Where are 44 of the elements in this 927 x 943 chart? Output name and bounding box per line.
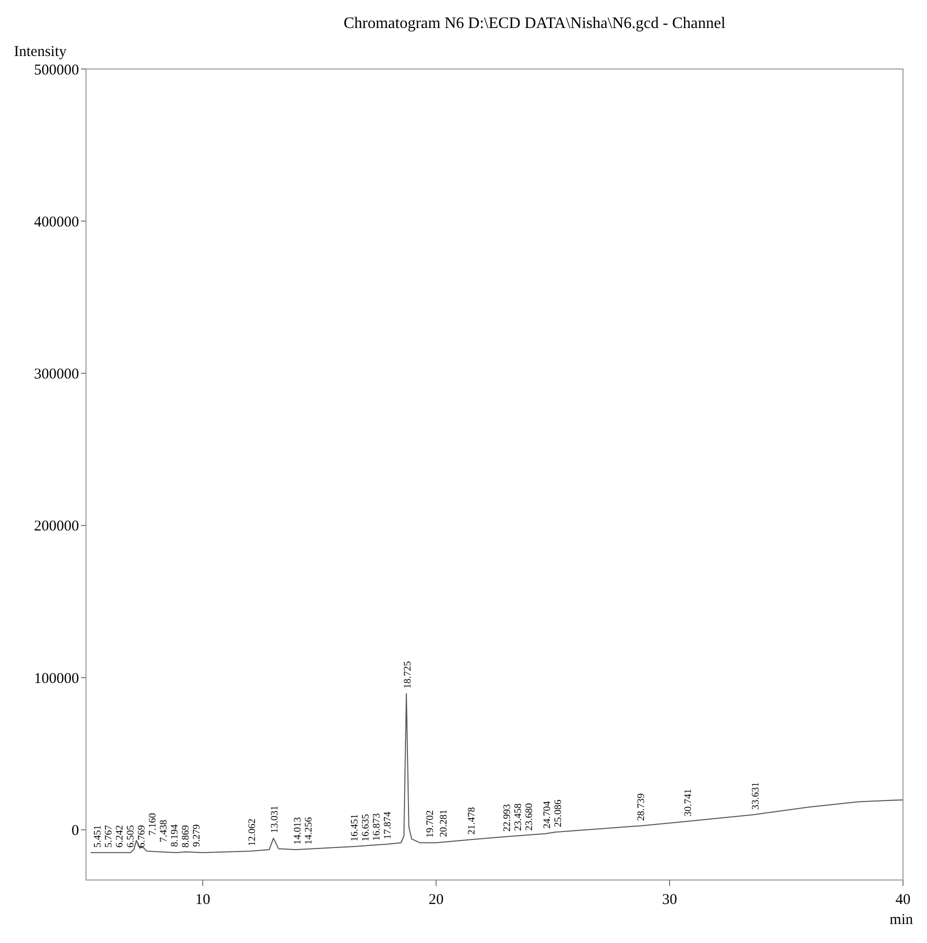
chart-title: Chromatogram N6 D:\ECD DATA\Nisha\N6.gcd - Channel — [344, 15, 726, 32]
annotation: 14.013 — [292, 817, 304, 845]
annotation: 8.869 — [180, 825, 192, 848]
annotation: 28.739 — [636, 793, 648, 821]
y-tick-label: 500000 — [34, 62, 79, 78]
y-tick-label: 0 — [72, 823, 79, 840]
y-tick-label: 400000 — [34, 214, 79, 230]
annotation: 23.680 — [524, 803, 536, 831]
line-series — [90, 693, 904, 854]
annotation: 7.160 — [148, 812, 159, 836]
annotation: 5.767 — [104, 825, 115, 848]
annotation: 21.478 — [466, 807, 478, 835]
annotation: 17.874 — [382, 812, 394, 840]
annotation: 7.438 — [158, 820, 170, 842]
annotation: 30.741 — [682, 788, 694, 816]
annotation: 16.451 — [349, 814, 360, 842]
annotation: 33.631 — [750, 782, 762, 810]
annotation: 13.031 — [269, 806, 280, 834]
annotation: 6.769 — [136, 825, 148, 848]
annotation: 24.704 — [542, 801, 553, 829]
y-tick-label: 300000 — [34, 366, 79, 383]
x-axis-title: min — [890, 912, 914, 928]
annotation: 16.635 — [360, 814, 372, 842]
y-tick-label: 100000 — [34, 670, 79, 687]
annotation: 19.702 — [425, 810, 436, 838]
annotation: 6.505 — [126, 825, 137, 848]
annotation: 9.279 — [192, 824, 203, 847]
annotation: 16.873 — [371, 813, 382, 841]
y-axis-title: Intensity — [14, 44, 67, 60]
annotation: 5.451 — [92, 825, 104, 848]
annotation: 12.062 — [246, 818, 258, 846]
annotation: 22.993 — [502, 804, 514, 832]
y-tick-label: 200000 — [34, 518, 79, 535]
x-tick-label: 30 — [662, 892, 678, 908]
annotation: 25.086 — [552, 800, 564, 828]
x-tick-label: 20 — [428, 892, 444, 908]
x-tick-label: 10 — [195, 892, 210, 908]
annotation: 20.281 — [438, 809, 450, 837]
x-tick-label: 40 — [896, 892, 910, 908]
annotation: 23.458 — [513, 803, 524, 831]
annotation: 18.725 — [402, 661, 414, 689]
annotation: 8.194 — [170, 824, 181, 847]
annotation: 6.242 — [114, 825, 126, 848]
annotation: 14.256 — [303, 817, 314, 845]
